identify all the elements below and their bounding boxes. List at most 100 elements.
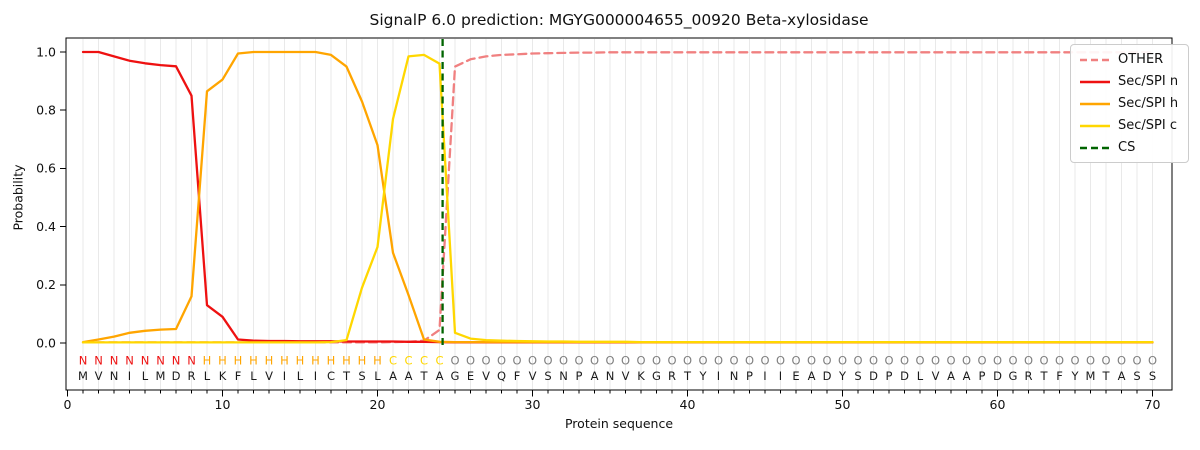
- region-label-letter: O: [838, 354, 847, 368]
- sequence-letter: S: [1133, 369, 1140, 383]
- region-label-letter: O: [1148, 354, 1157, 368]
- region-label-letter: O: [698, 354, 707, 368]
- legend: OTHER Sec/SPI n Sec/SPI h Sec/SPI c CS: [1070, 44, 1190, 163]
- sequence-letter: T: [419, 369, 428, 383]
- legend-label: Sec/SPI n: [1118, 74, 1179, 89]
- region-label-letter: H: [265, 354, 274, 368]
- sequence-letter: L: [142, 369, 149, 383]
- sequence-letter: I: [128, 369, 131, 383]
- region-label-letter: O: [869, 354, 878, 368]
- region-label-letter: C: [389, 354, 397, 368]
- sequence-letter: G: [1009, 369, 1018, 383]
- sequence-letter: L: [297, 369, 304, 383]
- region-label-letter: O: [621, 354, 630, 368]
- sequence-letter: L: [374, 369, 381, 383]
- region-label-letter: O: [543, 354, 552, 368]
- x-tick-label: 50: [835, 397, 851, 412]
- sequence-letter: R: [668, 369, 676, 383]
- legend-item-other: OTHER: [1080, 52, 1178, 67]
- sequence-letter: P: [576, 369, 583, 383]
- sequence-letter: F: [1056, 369, 1063, 383]
- region-label-letter: O: [1101, 354, 1110, 368]
- region-label-letter: O: [683, 354, 692, 368]
- region-label-letter: O: [1117, 354, 1126, 368]
- y-tick-label: 0.8: [36, 103, 56, 118]
- sequence-letter: T: [1101, 369, 1110, 383]
- region-label-letter: O: [1055, 354, 1064, 368]
- legend-item-sec-spi-n: Sec/SPI n: [1080, 74, 1178, 89]
- sequence-letter: L: [917, 369, 924, 383]
- legend-item-cs: CS: [1080, 140, 1178, 155]
- region-label-letter: O: [1086, 354, 1095, 368]
- x-tick-label: 10: [215, 397, 231, 412]
- sequence-letter: P: [746, 369, 753, 383]
- region-label-letter: H: [234, 354, 243, 368]
- sequence-letter: N: [110, 369, 119, 383]
- legend-label: OTHER: [1118, 52, 1164, 67]
- sec-spi-c-line: [81, 53, 1154, 344]
- region-label-letter: H: [327, 354, 336, 368]
- sequence-letter: T: [683, 369, 692, 383]
- sequence-letter: A: [963, 369, 971, 383]
- sequence-letter: S: [854, 369, 861, 383]
- y-tick-label: 0.4: [36, 219, 56, 234]
- legend-line-sample: [1080, 146, 1110, 149]
- y-tick-label: 0.0: [36, 335, 56, 350]
- region-label-letter: O: [559, 354, 568, 368]
- region-label-letter: O: [1132, 354, 1141, 368]
- sequence-letter: M: [156, 369, 166, 383]
- sequence-letter: Y: [838, 369, 847, 383]
- sequence-letter: P: [979, 369, 986, 383]
- region-label-letter: N: [79, 354, 88, 368]
- sequence-letter: N: [730, 369, 739, 383]
- sequence-letter: V: [529, 369, 537, 383]
- region-label-letter: O: [1039, 354, 1048, 368]
- sequence-letter: Y: [1070, 369, 1079, 383]
- sequence-letter: N: [559, 369, 568, 383]
- region-label-letter: N: [141, 354, 150, 368]
- region-label-letter: O: [776, 354, 785, 368]
- sequence-letter: E: [467, 369, 474, 383]
- region-label-letter: O: [667, 354, 676, 368]
- region-label-letter: O: [528, 354, 537, 368]
- y-tick-label: 1.0: [36, 44, 56, 59]
- sec-spi-h-line: [81, 50, 1154, 344]
- sequence-letter: F: [514, 369, 521, 383]
- sequence-letter: R: [1025, 369, 1033, 383]
- region-label-letter: H: [373, 354, 382, 368]
- x-tick-label: 30: [525, 397, 541, 412]
- region-label-letter: O: [466, 354, 475, 368]
- sequence-letter: I: [283, 369, 286, 383]
- region-label-letter: O: [1070, 354, 1079, 368]
- y-tick-label: 0.2: [36, 277, 56, 292]
- sequence-letter: V: [95, 369, 103, 383]
- region-label-letter: O: [605, 354, 614, 368]
- sequence-letter: C: [327, 369, 335, 383]
- sec-spi-n-line: [81, 50, 1154, 344]
- region-label-letter: O: [1008, 354, 1017, 368]
- sequence-letter: D: [869, 369, 878, 383]
- sequence-letter: I: [314, 369, 317, 383]
- region-label-letter: O: [652, 354, 661, 368]
- region-label-letter: O: [791, 354, 800, 368]
- sequence-letter: F: [235, 369, 242, 383]
- sequence-letter: I: [763, 369, 766, 383]
- sequence-letter: S: [358, 369, 365, 383]
- sequence-letter: D: [172, 369, 181, 383]
- sequence-letter: G: [652, 369, 661, 383]
- x-tick-label: 0: [64, 397, 72, 412]
- sequence-letter: V: [265, 369, 273, 383]
- region-label-letter: O: [931, 354, 940, 368]
- region-label-letter: O: [729, 354, 738, 368]
- sequence-letter: V: [622, 369, 630, 383]
- region-label-letter: O: [977, 354, 986, 368]
- region-label-letter: H: [296, 354, 305, 368]
- region-label-letter: O: [760, 354, 769, 368]
- sequence-letter: K: [637, 369, 645, 383]
- sequence-letter: I: [779, 369, 782, 383]
- sequence-letter: Y: [698, 369, 707, 383]
- region-label-letter: O: [946, 354, 955, 368]
- legend-line-sample: [1080, 124, 1110, 127]
